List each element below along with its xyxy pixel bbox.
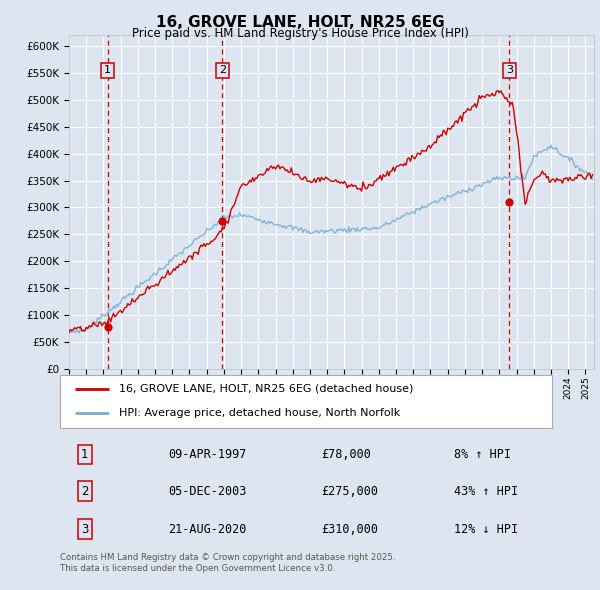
Text: 05-DEC-2003: 05-DEC-2003 bbox=[168, 484, 247, 498]
Text: 8% ↑ HPI: 8% ↑ HPI bbox=[454, 448, 511, 461]
Text: 3: 3 bbox=[81, 523, 88, 536]
Text: 16, GROVE LANE, HOLT, NR25 6EG: 16, GROVE LANE, HOLT, NR25 6EG bbox=[155, 15, 445, 30]
Point bbox=[505, 197, 514, 207]
Point bbox=[218, 216, 227, 225]
Text: HPI: Average price, detached house, North Norfolk: HPI: Average price, detached house, Nort… bbox=[119, 408, 400, 418]
Text: 16, GROVE LANE, HOLT, NR25 6EG (detached house): 16, GROVE LANE, HOLT, NR25 6EG (detached… bbox=[119, 384, 413, 394]
Text: 1: 1 bbox=[104, 65, 111, 76]
Point bbox=[103, 322, 113, 332]
Text: 2: 2 bbox=[81, 484, 88, 498]
Text: 12% ↓ HPI: 12% ↓ HPI bbox=[454, 523, 518, 536]
Text: 09-APR-1997: 09-APR-1997 bbox=[168, 448, 247, 461]
Text: 1: 1 bbox=[81, 448, 88, 461]
Text: Contains HM Land Registry data © Crown copyright and database right 2025.
This d: Contains HM Land Registry data © Crown c… bbox=[60, 553, 395, 573]
Text: £78,000: £78,000 bbox=[321, 448, 371, 461]
Text: 2: 2 bbox=[219, 65, 226, 76]
Text: 43% ↑ HPI: 43% ↑ HPI bbox=[454, 484, 518, 498]
FancyBboxPatch shape bbox=[60, 375, 552, 428]
Text: £275,000: £275,000 bbox=[321, 484, 378, 498]
Text: Price paid vs. HM Land Registry's House Price Index (HPI): Price paid vs. HM Land Registry's House … bbox=[131, 27, 469, 40]
Text: 21-AUG-2020: 21-AUG-2020 bbox=[168, 523, 247, 536]
Text: £310,000: £310,000 bbox=[321, 523, 378, 536]
Text: 3: 3 bbox=[506, 65, 513, 76]
